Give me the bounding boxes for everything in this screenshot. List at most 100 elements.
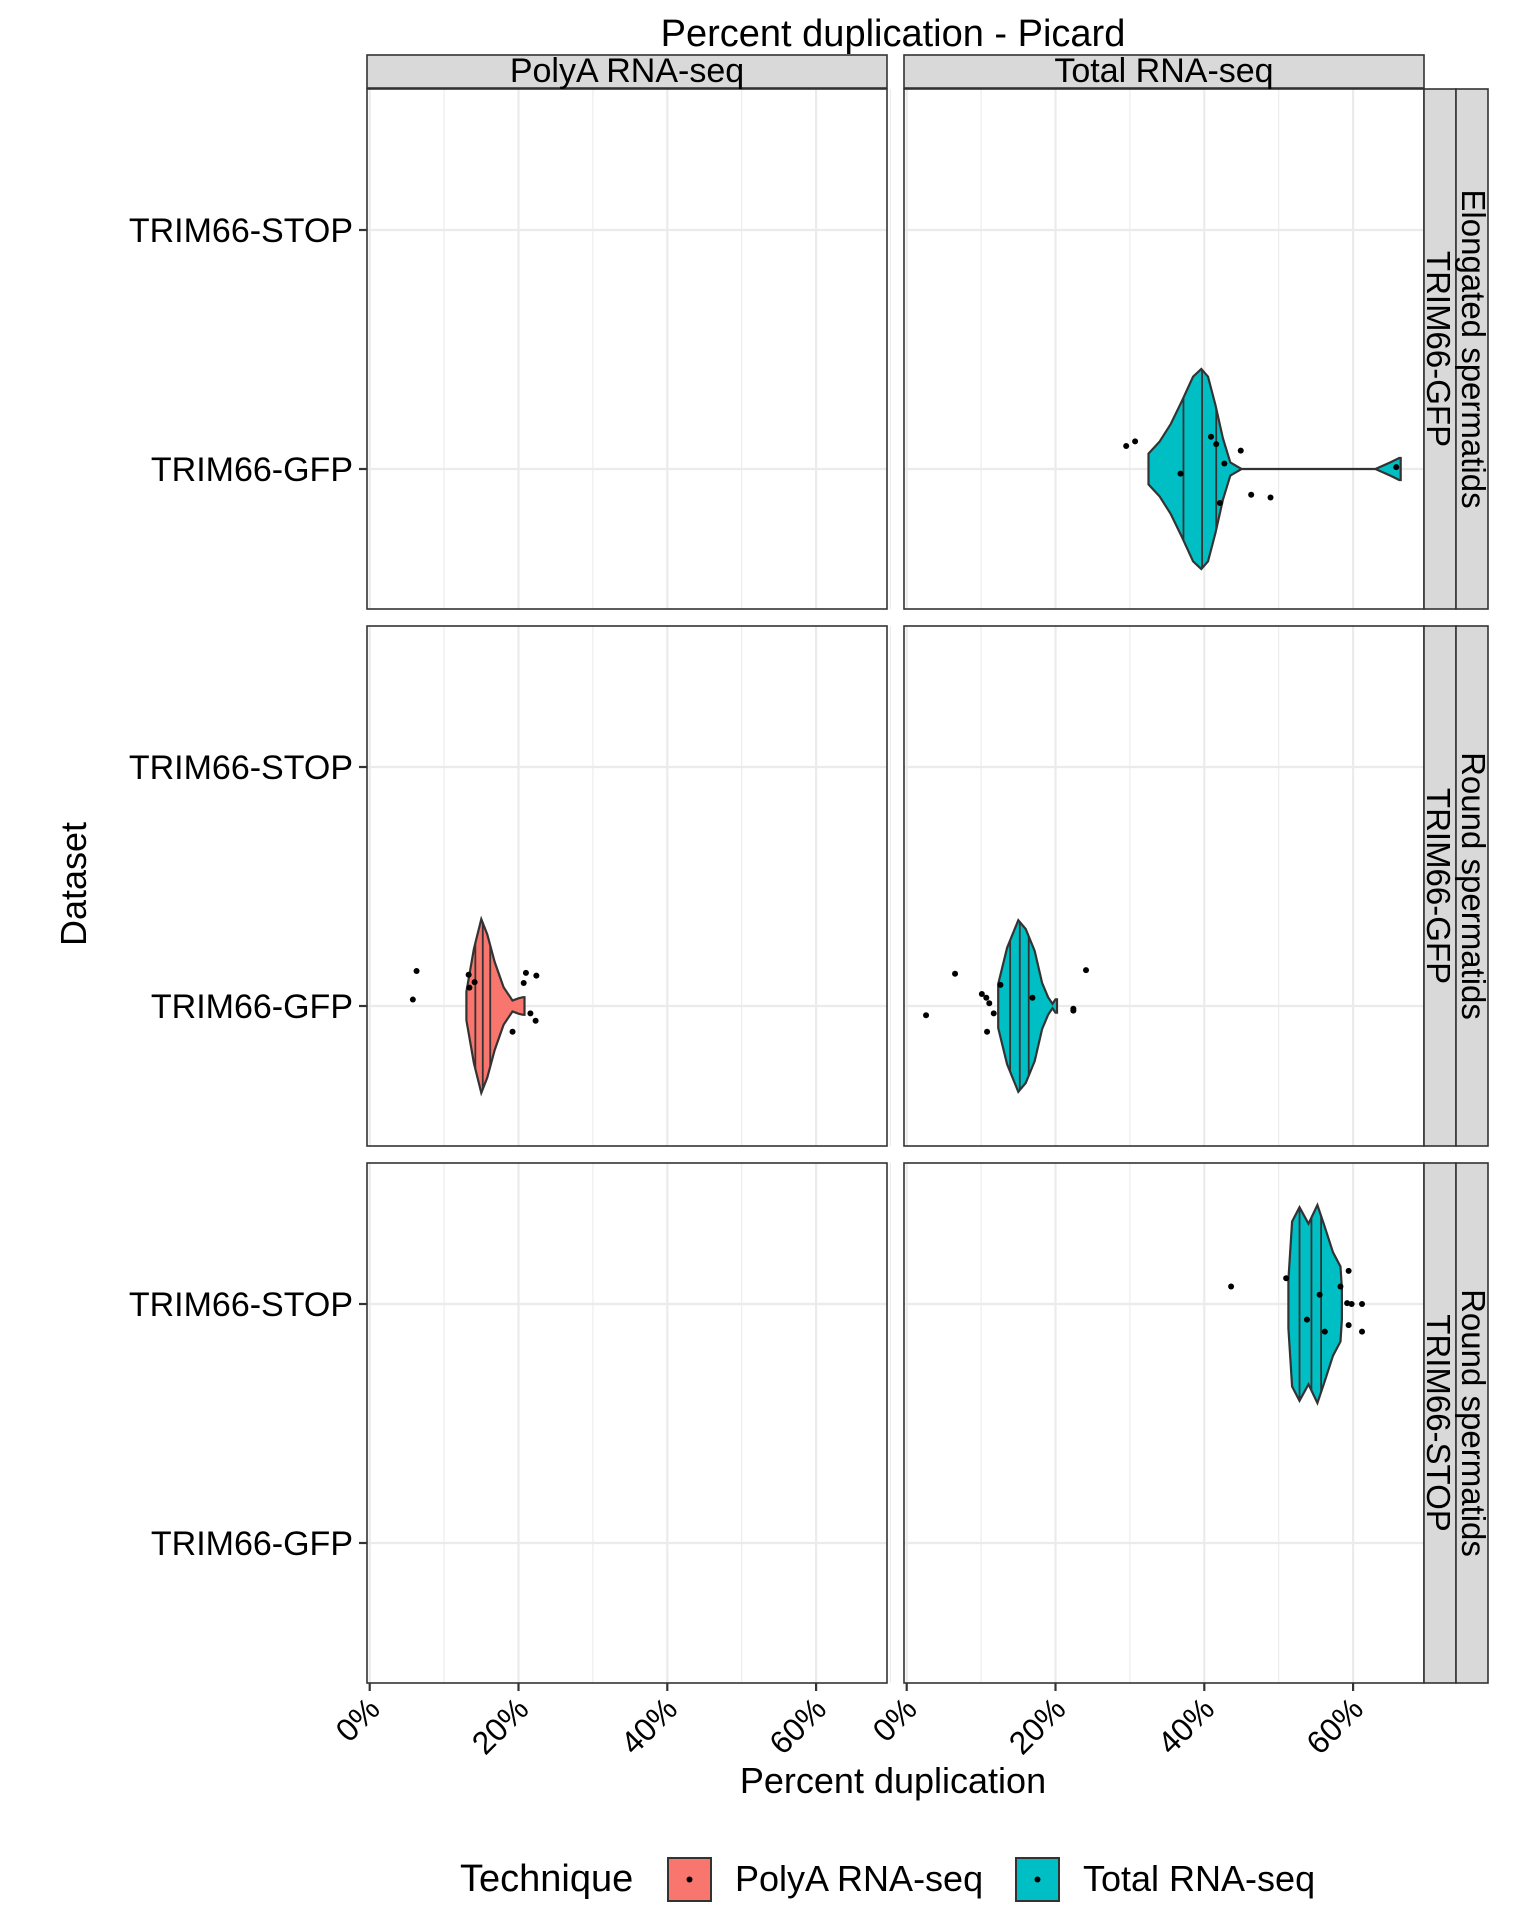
data-point (1393, 464, 1400, 471)
facet-panel: TRIM66-STOP TRIM66-GFP (129, 625, 892, 1147)
facet-panel (903, 88, 1429, 610)
data-point (923, 1012, 930, 1019)
row-strip-label: Round spermatids (1455, 1289, 1492, 1557)
legend: Technique PolyA RNA-seq Total RNA-seq (460, 1857, 1315, 1902)
violin-group (923, 918, 1090, 1094)
data-point (1132, 438, 1139, 445)
data-point (1267, 494, 1274, 501)
violin-group (1123, 367, 1402, 571)
data-point (465, 971, 472, 978)
row-strip-label: TRIM66-GFP (1420, 251, 1457, 447)
y-tick-label: TRIM66-STOP (129, 1286, 353, 1324)
panel-background (904, 1163, 1424, 1683)
data-point (983, 994, 990, 1001)
row-strip-label: Round spermatids (1455, 752, 1492, 1020)
panel-background (367, 626, 887, 1146)
data-point (471, 979, 478, 986)
data-point (1207, 433, 1214, 440)
y-tick-label: TRIM66-GFP (151, 1525, 353, 1563)
x-tick-label: 0% (865, 1690, 923, 1748)
data-point (533, 972, 540, 979)
data-point (997, 981, 1004, 988)
data-point (1221, 460, 1228, 467)
data-point (1344, 1300, 1351, 1307)
column-strip (366, 54, 888, 89)
y-tick-label: TRIM66-STOP (129, 212, 353, 250)
data-point (1070, 1007, 1077, 1014)
data-point (1337, 1283, 1344, 1290)
data-point (990, 1010, 997, 1017)
data-point (532, 1017, 539, 1024)
data-point (1029, 994, 1036, 1001)
data-point (978, 991, 985, 998)
panel-background (367, 1163, 887, 1683)
legend-label: Total RNA-seq (1083, 1858, 1315, 1899)
x-tick-label: 0% (328, 1690, 386, 1748)
data-point (520, 980, 527, 986)
x-tick-label: 60% (1299, 1690, 1370, 1761)
data-point (409, 996, 416, 1003)
y-tick-label: TRIM66-GFP (151, 988, 353, 1026)
data-point (1216, 500, 1223, 507)
data-point (509, 1028, 516, 1035)
facet-panel: TRIM66-STOP TRIM66-GFP (129, 88, 892, 610)
legend-label: PolyA RNA-seq (735, 1858, 983, 1899)
data-point (952, 970, 959, 977)
x-tick-label: 60% (762, 1690, 833, 1761)
data-point (984, 1028, 991, 1035)
row-strip (1423, 625, 1457, 1147)
panel-border (366, 625, 888, 1147)
data-point (1177, 470, 1184, 477)
legend-title: Technique (460, 1858, 633, 1900)
facet-panel: TRIM66-STOP TRIM66-GFP 0% 20% 40% 60% (129, 1162, 892, 1761)
panel-background (904, 89, 1424, 609)
data-point (413, 968, 420, 975)
legend-key-point (1034, 1876, 1041, 1883)
row-strip-label: Elongated spermatids (1455, 189, 1492, 508)
data-point (1345, 1322, 1352, 1329)
data-point (522, 969, 529, 976)
y-tick-label: TRIM66-GFP (151, 451, 353, 489)
facet-panel: 0% 20% 40% 60% (865, 1162, 1429, 1761)
data-point (1321, 1328, 1328, 1335)
x-tick-label: 40% (1151, 1690, 1222, 1761)
panel-background (367, 89, 887, 609)
x-tick-label: 20% (1002, 1690, 1073, 1761)
violin (1147, 367, 1402, 571)
data-point (527, 1010, 534, 1017)
data-point (1359, 1301, 1366, 1307)
panel-border (366, 1162, 888, 1684)
y-tick-label: TRIM66-STOP (129, 749, 353, 787)
data-point (1237, 447, 1244, 454)
data-point (1348, 1301, 1355, 1307)
violin-group (409, 915, 540, 1097)
data-point (1283, 1275, 1290, 1282)
row-strip (1423, 88, 1457, 610)
column-strip-label: PolyA RNA-seq (510, 52, 744, 90)
chart-title: Percent duplication - Picard (661, 13, 1126, 55)
row-strip-label: TRIM66-STOP (1420, 1314, 1457, 1532)
data-point (1248, 491, 1255, 498)
data-point (1123, 443, 1130, 449)
row-strip (1455, 1162, 1489, 1684)
row-strip (1455, 625, 1489, 1147)
data-point (986, 1000, 993, 1007)
legend-key-point (686, 1876, 693, 1883)
panel-border (366, 88, 888, 610)
violin-group (1228, 1202, 1366, 1406)
facet-panel (903, 625, 1429, 1147)
data-point (1228, 1283, 1235, 1290)
y-axis-title: Dataset (53, 822, 94, 946)
data-point (466, 984, 473, 991)
x-tick-label: 20% (465, 1690, 536, 1761)
column-strip-label: Total RNA-seq (1054, 52, 1273, 90)
x-tick-label: 40% (614, 1690, 685, 1761)
data-point (1303, 1316, 1310, 1323)
data-point (1213, 441, 1220, 448)
row-strip (1455, 88, 1489, 610)
x-axis-title: Percent duplication (740, 1760, 1046, 1801)
data-point (1316, 1291, 1323, 1298)
data-point (1359, 1328, 1366, 1335)
